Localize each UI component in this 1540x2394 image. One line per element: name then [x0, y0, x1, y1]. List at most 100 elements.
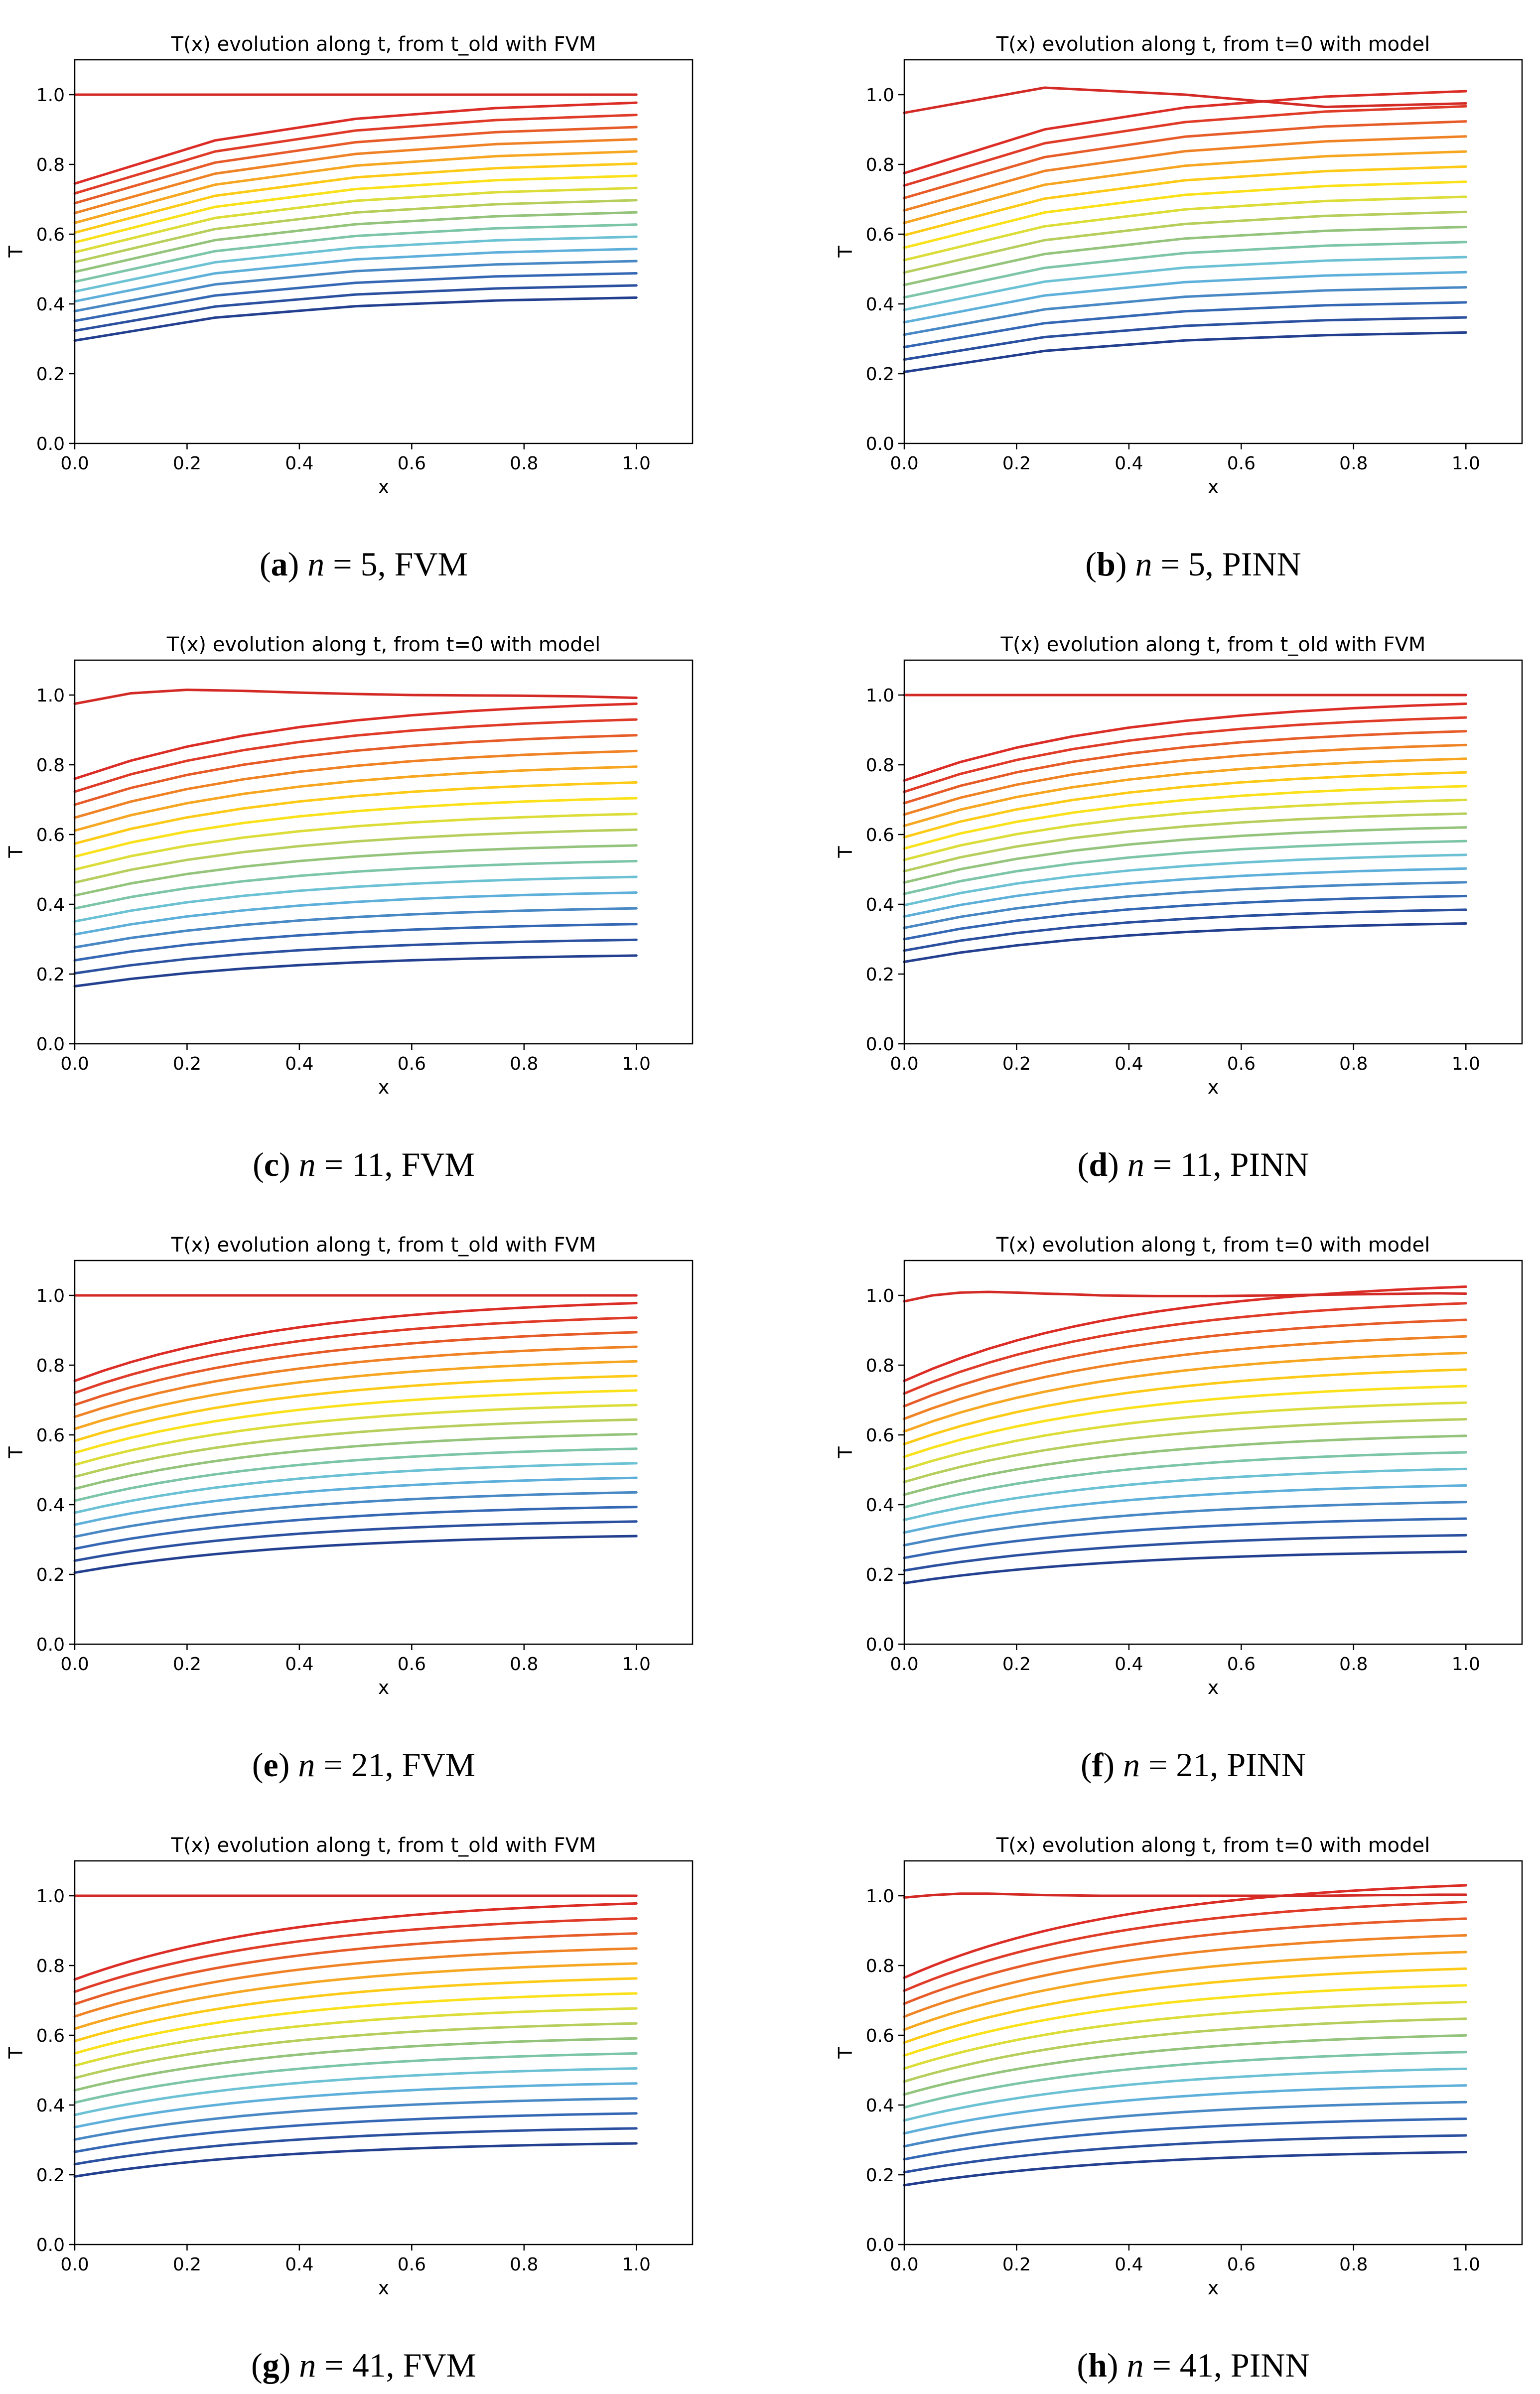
series-line-17 — [73, 703, 638, 780]
y-tick-label: 0.8 — [36, 1356, 65, 1376]
caption-part: n — [1135, 545, 1152, 583]
caption-part: = 5, PINN — [1152, 545, 1301, 583]
series-line-16 — [903, 716, 1467, 793]
x-tick-label: 0.0 — [890, 1054, 918, 1074]
series-group — [73, 93, 638, 342]
panel-caption: (g) n = 41, FVM — [251, 2346, 476, 2384]
x-axis-label: x — [1208, 476, 1219, 498]
y-tick-label: 1.0 — [866, 1286, 894, 1306]
series-line-16 — [903, 105, 1467, 187]
series-group — [903, 694, 1467, 963]
series-line-10 — [73, 1404, 638, 1466]
series-line-10 — [903, 2000, 1467, 2070]
x-tick-label: 0.2 — [173, 1654, 201, 1675]
x-tick-label: 0.4 — [1115, 453, 1143, 474]
x-tick-label: 0.0 — [890, 453, 918, 474]
series-line-11 — [73, 174, 638, 244]
caption-part: n — [307, 545, 324, 583]
series-line-18 — [903, 1892, 1467, 1899]
y-axis-label: T — [835, 2047, 856, 2059]
series-line-4 — [73, 260, 638, 312]
x-tick-label: 0.4 — [1115, 1054, 1143, 1074]
chart-title: T(x) evolution along t, from t=0 with mo… — [996, 1234, 1430, 1257]
axes-frame — [903, 59, 1523, 444]
panel-h: T(x) evolution along t, from t=0 with mo… — [835, 1834, 1523, 2384]
x-tick-label: 0.6 — [398, 453, 426, 474]
series-line-1 — [73, 954, 638, 987]
series-line-9 — [903, 812, 1467, 872]
series-line-8 — [903, 826, 1467, 884]
series-line-6 — [903, 256, 1467, 311]
series-line-10 — [903, 798, 1467, 861]
series-group — [73, 1294, 638, 1574]
y-tick-label: 1.0 — [866, 1886, 894, 1907]
series-line-13 — [73, 1360, 638, 1430]
caption-part: = 41, FVM — [316, 2346, 476, 2384]
series-line-14 — [73, 138, 638, 215]
series-line-13 — [903, 150, 1467, 224]
series-line-5 — [73, 891, 638, 936]
y-axis-label: T — [5, 1446, 27, 1459]
y-tick-label: 0.4 — [36, 1495, 65, 1516]
x-tick-label: 0.0 — [60, 453, 89, 474]
series-line-1 — [73, 296, 638, 342]
series-line-14 — [903, 135, 1467, 212]
caption-part: = 41, PINN — [1144, 2346, 1310, 2384]
series-line-11 — [903, 1984, 1467, 2057]
series-line-16 — [73, 114, 638, 195]
series-line-15 — [903, 1917, 1467, 2005]
series-line-3 — [73, 923, 638, 962]
series-line-16 — [903, 1302, 1467, 1395]
series-line-9 — [73, 199, 638, 264]
x-tick-label: 1.0 — [622, 453, 651, 474]
series-line-2 — [73, 1520, 638, 1562]
series-line-10 — [73, 186, 638, 254]
series-line-17 — [73, 1902, 638, 1981]
panel-b: T(x) evolution along t, from t=0 with mo… — [835, 33, 1523, 583]
axes-frame — [903, 1260, 1523, 1645]
x-tick-label: 1.0 — [622, 2254, 651, 2275]
series-line-6 — [903, 853, 1467, 907]
panel-caption: (f) n = 21, PINN — [1081, 1746, 1306, 1784]
series-line-17 — [903, 1285, 1467, 1382]
caption-part: c — [264, 1145, 279, 1183]
x-tick-label: 0.2 — [173, 1054, 201, 1074]
y-tick-label: 0.6 — [866, 2026, 894, 2046]
x-axis-label: x — [378, 476, 390, 498]
series-line-15 — [73, 126, 638, 205]
series-line-6 — [73, 2067, 638, 2116]
caption-part: n — [299, 2346, 316, 2384]
x-tick-label: 0.8 — [510, 1054, 538, 1074]
x-tick-label: 0.6 — [1227, 1654, 1256, 1675]
series-line-7 — [73, 1447, 638, 1502]
caption-part: h — [1088, 2346, 1107, 2384]
series-line-4 — [903, 881, 1467, 929]
x-tick-label: 0.0 — [890, 2254, 918, 2275]
x-tick-label: 0.8 — [510, 2254, 538, 2275]
y-axis-label: T — [835, 846, 856, 858]
series-line-12 — [73, 1375, 638, 1442]
x-tick-label: 0.4 — [285, 1054, 313, 1074]
series-line-8 — [73, 1432, 638, 1490]
panel-caption: (d) n = 11, PINN — [1078, 1145, 1309, 1183]
x-tick-label: 0.0 — [60, 1654, 89, 1675]
series-line-4 — [903, 1501, 1467, 1547]
x-tick-label: 1.0 — [1452, 2254, 1480, 2275]
series-line-7 — [903, 840, 1467, 895]
chart-title: T(x) evolution along t, from t=0 with mo… — [996, 1834, 1430, 1857]
panel-e: T(x) evolution along t, from t_old with … — [5, 1234, 694, 1784]
y-tick-label: 0.6 — [36, 225, 65, 245]
axes-frame — [74, 59, 694, 444]
series-line-10 — [903, 195, 1467, 262]
series-line-2 — [73, 284, 638, 332]
x-tick-label: 0.2 — [173, 453, 201, 474]
y-tick-label: 0.0 — [866, 2235, 894, 2255]
series-line-6 — [73, 875, 638, 923]
x-tick-label: 0.4 — [1115, 1654, 1143, 1675]
x-tick-label: 0.8 — [1339, 1054, 1368, 1074]
series-line-1 — [73, 1535, 638, 1574]
x-tick-label: 0.8 — [510, 1654, 538, 1675]
series-line-17 — [903, 703, 1467, 782]
caption-part: e — [264, 1746, 279, 1784]
